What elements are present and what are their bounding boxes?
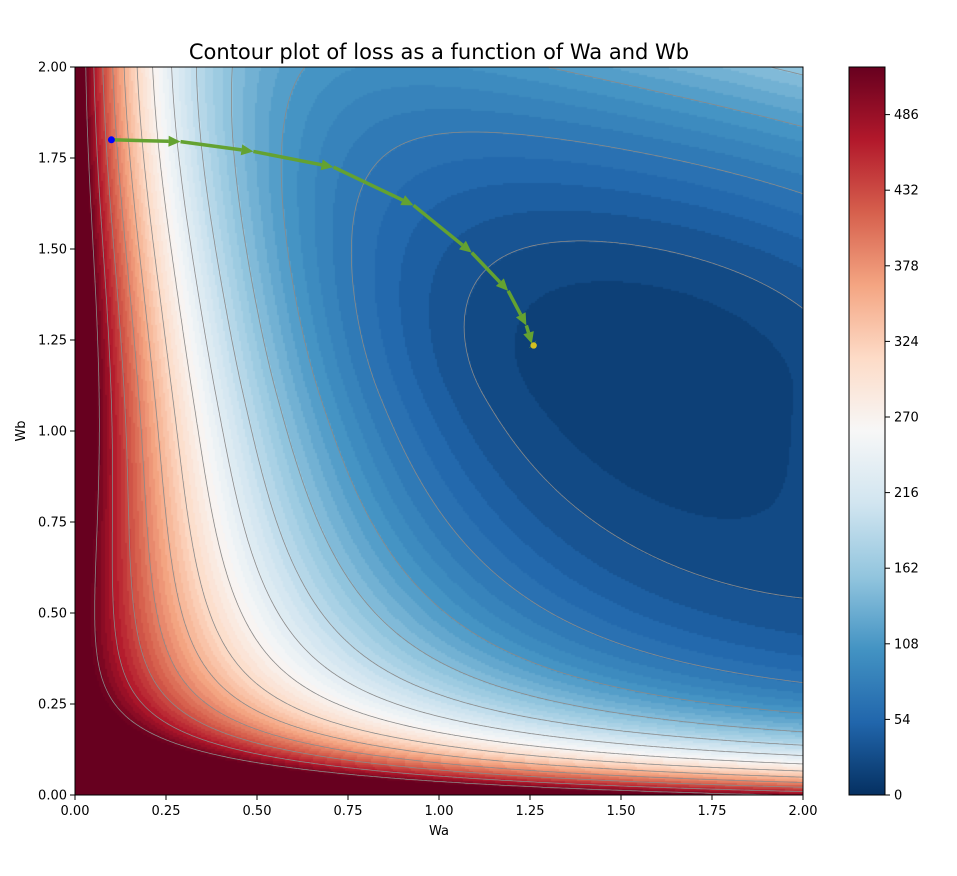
- contour-line: [171, 67, 803, 756]
- colorbar-tick-label: 486: [894, 108, 919, 123]
- contour-line: [280, 67, 803, 714]
- path-arrowhead: [523, 331, 534, 344]
- y-tick-label: 0.25: [38, 698, 67, 713]
- colorbar-tick-label: 432: [894, 184, 919, 199]
- contour-line: [350, 131, 803, 683]
- x-tick-label: 1.00: [425, 804, 454, 819]
- colorbar-tick-label: 378: [894, 259, 919, 274]
- colorbar-ticks: 0 54 108 162 216 270 324 378 432 486: [885, 108, 919, 804]
- y-tick-label: 0.00: [38, 789, 67, 804]
- contour-lines: [85, 67, 803, 795]
- path-segment: [506, 290, 523, 316]
- contour-line: [85, 67, 779, 795]
- x-tick-label: 1.75: [698, 804, 727, 819]
- x-tick-label: 1.25: [516, 804, 545, 819]
- path-segment: [332, 165, 404, 202]
- y-tick-label: 0.75: [38, 516, 67, 531]
- path-segment: [412, 203, 464, 247]
- colorbar-tick-label: 108: [894, 637, 919, 652]
- path-segment: [111, 138, 169, 144]
- contour-line: [136, 67, 803, 772]
- x-axis-label: Wa: [429, 824, 449, 839]
- contour-line: [152, 67, 803, 765]
- y-tick-label: 0.50: [38, 607, 67, 622]
- colorbar-tick-label: 216: [894, 486, 919, 501]
- x-tick-label: 0.50: [243, 804, 272, 819]
- y-tick-label: 1.75: [38, 152, 67, 167]
- gradient-descent-path: [107, 135, 537, 349]
- path-start-point: [107, 136, 115, 144]
- x-tick-label: 0.25: [152, 804, 181, 819]
- contour-line: [112, 67, 803, 783]
- path-segment: [470, 251, 502, 284]
- contour-line: [463, 240, 803, 599]
- colorbar-gradient: [848, 66, 886, 796]
- path-end-point: [530, 342, 537, 349]
- contour-line: [93, 67, 803, 792]
- path-arrowhead: [168, 135, 181, 147]
- colorbar-tick-label: 162: [894, 562, 919, 577]
- y-tick-label: 1.50: [38, 243, 67, 258]
- path-segment: [253, 149, 322, 167]
- x-tick-label: 1.50: [607, 804, 636, 819]
- y-tick-label: 1.00: [38, 425, 67, 440]
- y-tick-label: 2.00: [38, 61, 67, 76]
- path-arrowhead: [320, 159, 334, 171]
- contour-line: [102, 67, 803, 788]
- colorbar-tick-label: 54: [894, 713, 911, 728]
- y-tick-label: 1.25: [38, 334, 67, 349]
- x-tick-label: 0.00: [61, 804, 90, 819]
- loss-heatmap: [75, 67, 803, 795]
- path-arrowhead: [240, 144, 254, 156]
- x-tick-label: 0.75: [334, 804, 363, 819]
- y-axis: 0.00 0.25 0.50 0.75 1.00 1.25 1.50 1.75 2.00: [38, 61, 75, 804]
- colorbar-tick-label: 0: [894, 789, 902, 804]
- y-axis-label: Wb: [14, 420, 29, 441]
- contour-line: [123, 67, 803, 778]
- path-arrowhead: [495, 278, 509, 291]
- path-arrowhead: [400, 195, 414, 206]
- contour-line: [196, 67, 803, 746]
- path-arrowhead: [458, 240, 472, 253]
- x-axis: 0.00 0.25 0.50 0.75 1.00 1.25 1.50 1.75 2.00: [61, 795, 818, 819]
- colorbar-tick-label: 324: [894, 335, 919, 350]
- path-arrowhead: [515, 312, 527, 326]
- colorbar: 0 54 108 162 216 270 324 378 432 486: [848, 66, 919, 804]
- chart-title: Contour plot of loss as a function of Wa…: [189, 40, 689, 64]
- contour-line: [231, 67, 803, 733]
- x-tick-label: 2.00: [789, 804, 818, 819]
- path-segment: [180, 139, 242, 152]
- plot-area: [75, 67, 803, 795]
- colorbar-tick-label: 270: [894, 411, 919, 426]
- path-segment: [524, 324, 531, 334]
